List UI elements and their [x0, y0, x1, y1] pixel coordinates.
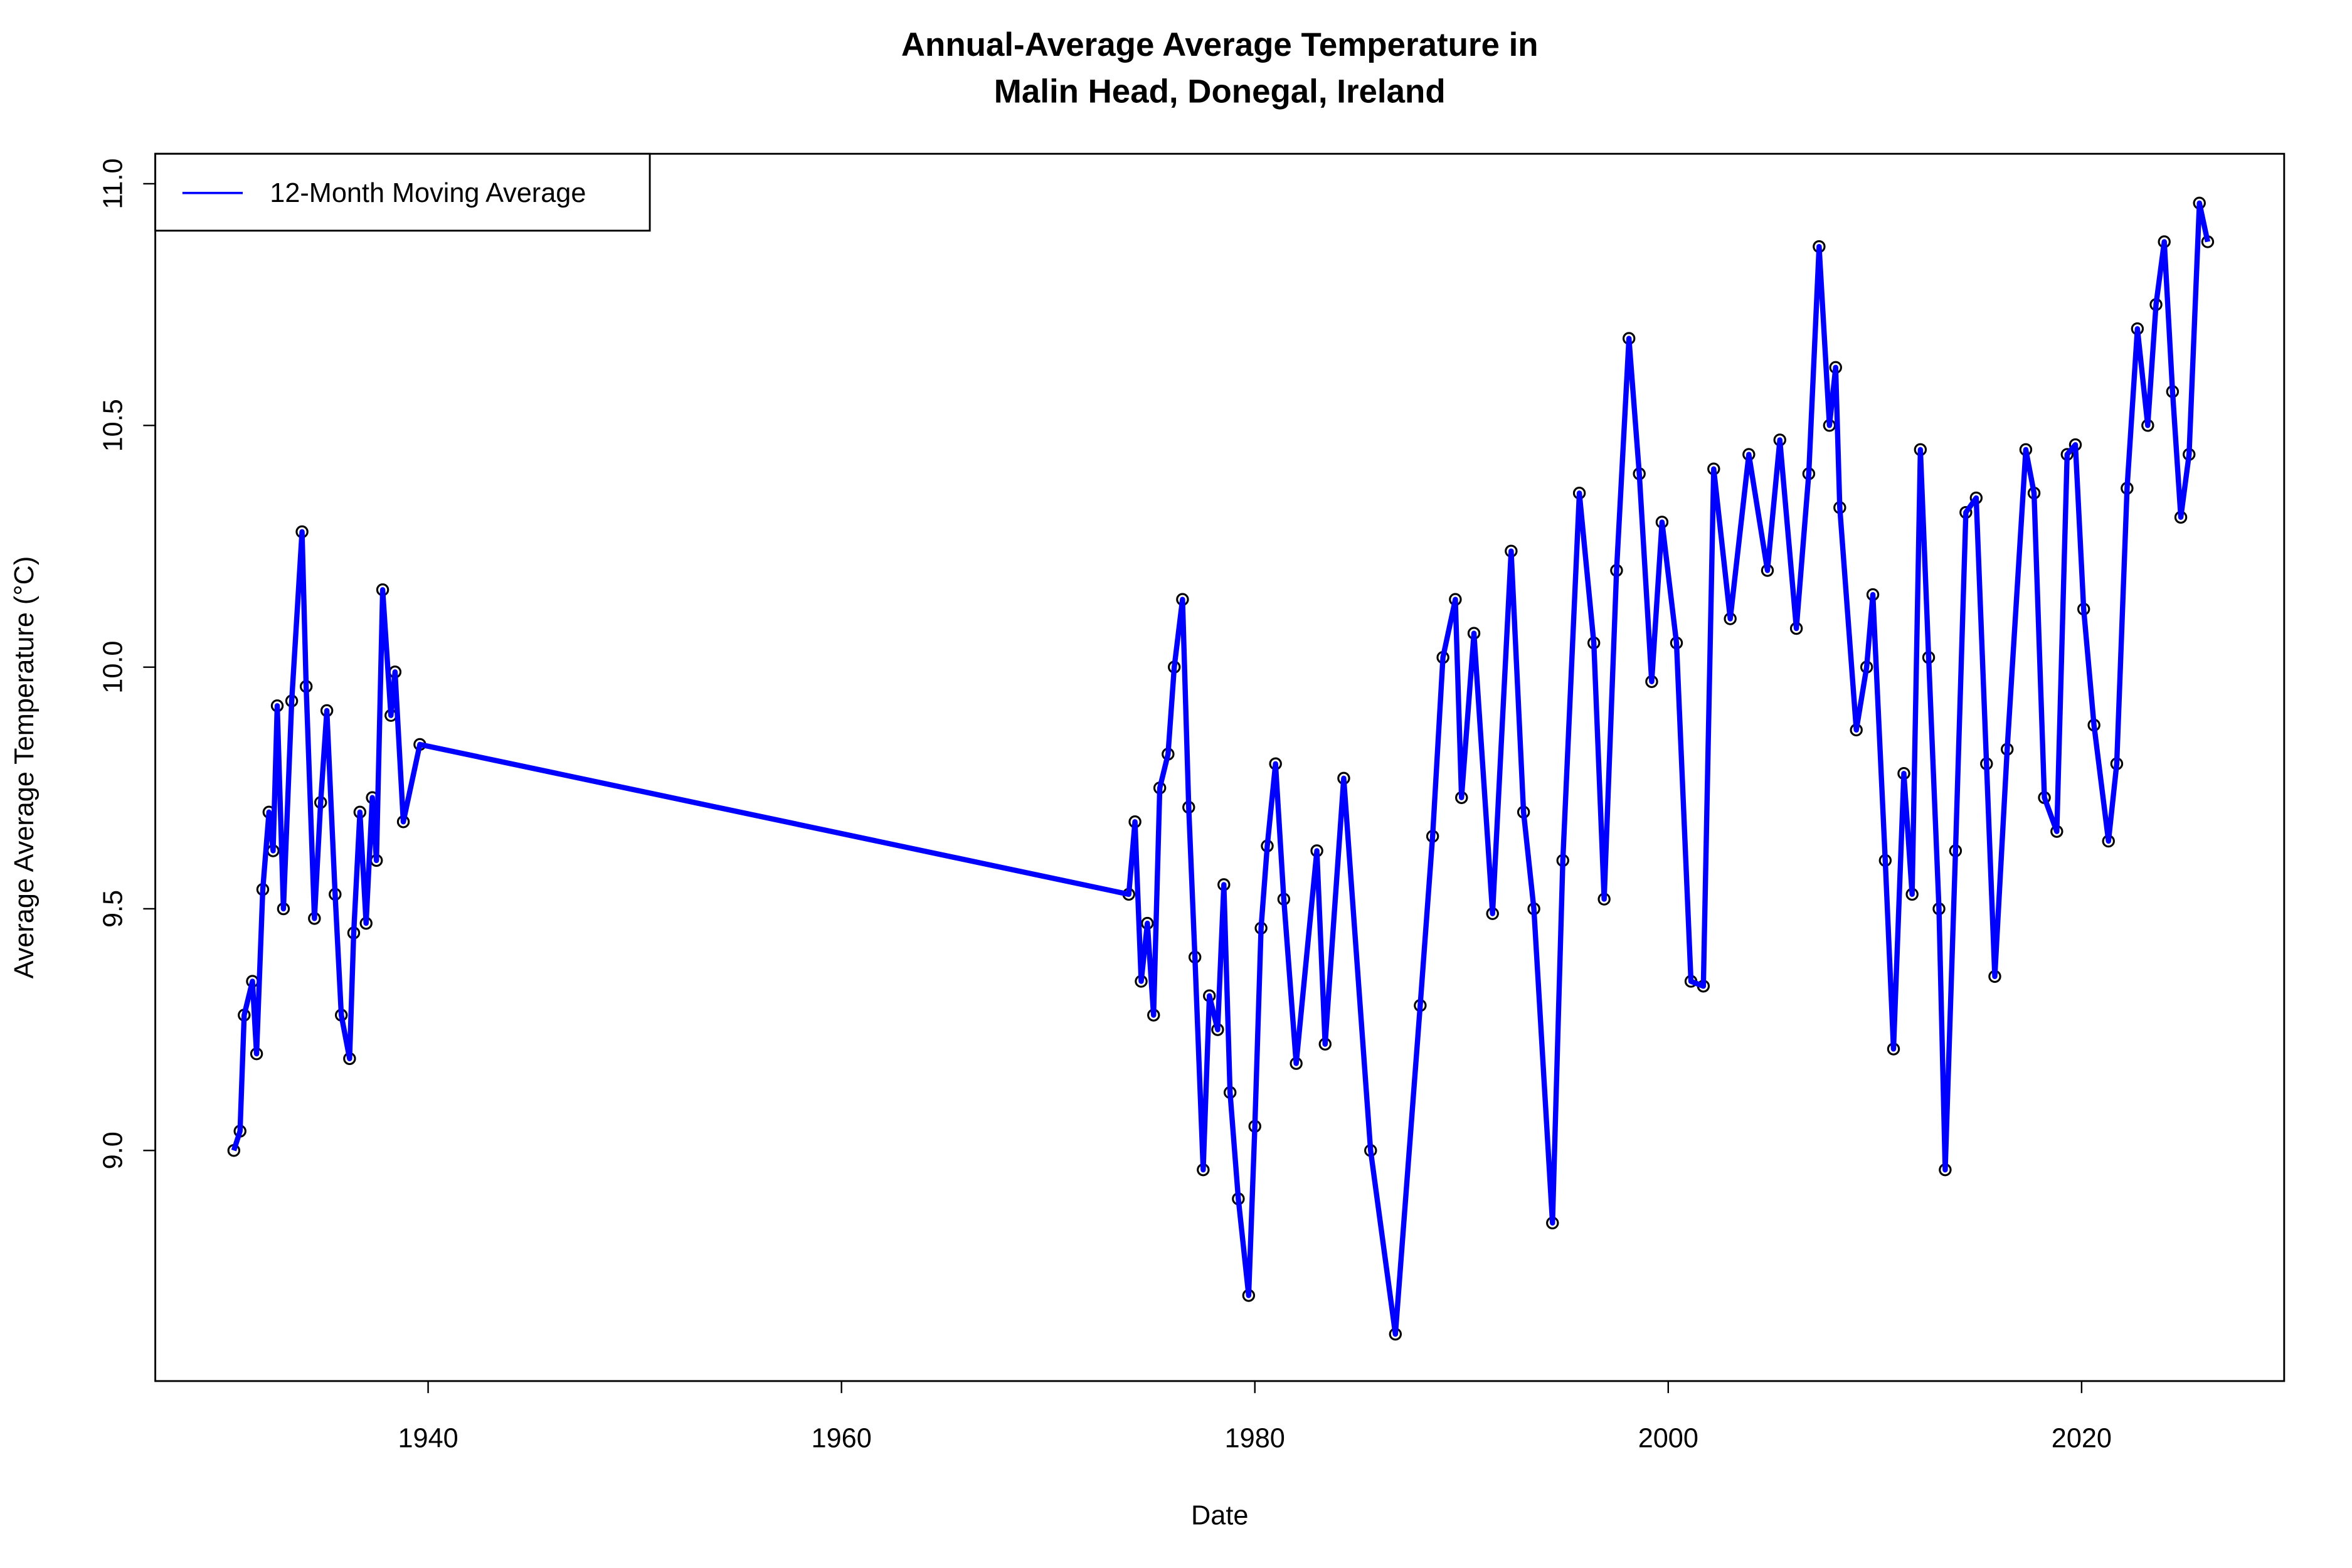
- x-axis-label: Date: [1191, 1500, 1248, 1530]
- y-tick-label: 9.5: [98, 890, 129, 928]
- chart-title: Annual-Average Average Temperature in: [901, 26, 1539, 63]
- plot-frame: [154, 152, 2286, 1382]
- x-tick-label: 1940: [398, 1424, 458, 1454]
- y-tick-label: 11.0: [98, 158, 129, 209]
- series-line: [231, 200, 2211, 1337]
- legend-label: 12-Month Moving Average: [270, 178, 586, 208]
- x-tick-label: 2020: [2052, 1424, 2112, 1454]
- y-tick-label: 10.5: [98, 399, 129, 452]
- y-tick-label: 9.0: [98, 1131, 129, 1169]
- chart-title: Malin Head, Donegal, Ireland: [994, 73, 1446, 110]
- x-tick-label: 1960: [812, 1424, 872, 1454]
- y-tick-label: 10.0: [98, 641, 129, 694]
- y-axis-label: Average Average Temperature (°C): [9, 556, 40, 979]
- x-tick-label: 1980: [1225, 1424, 1285, 1454]
- x-tick-label: 2000: [1638, 1424, 1698, 1454]
